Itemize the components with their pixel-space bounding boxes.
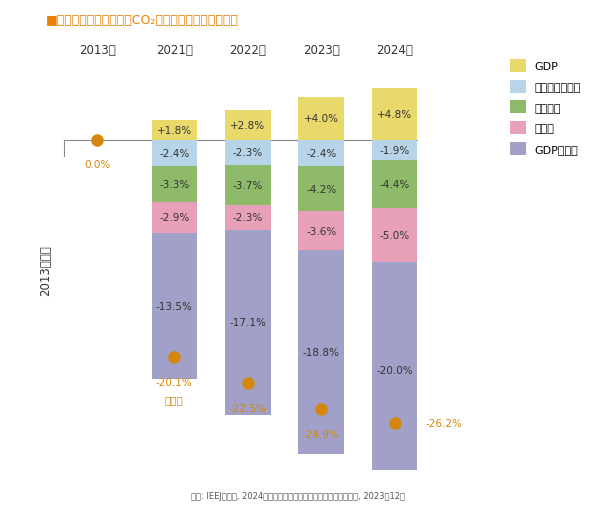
Text: -18.8%: -18.8% [303, 347, 340, 357]
Text: -1.9%: -1.9% [380, 146, 409, 156]
Text: +2.8%: +2.8% [230, 121, 265, 131]
Text: -4.2%: -4.2% [306, 184, 336, 194]
Text: 総変化: 総変化 [165, 394, 184, 405]
Bar [225, 111, 271, 141]
Bar [151, 202, 197, 233]
Bar [299, 251, 344, 453]
Text: +4.8%: +4.8% [377, 110, 412, 120]
Text: 2024年: 2024年 [376, 43, 413, 57]
Text: +4.0%: +4.0% [303, 114, 339, 124]
Text: -5.0%: -5.0% [380, 231, 409, 240]
Bar [372, 161, 417, 209]
Text: -2.3%: -2.3% [232, 213, 263, 223]
Text: -2.3%: -2.3% [232, 148, 263, 158]
Text: -2.9%: -2.9% [159, 213, 190, 223]
Text: -2.4%: -2.4% [306, 148, 336, 159]
Text: -20.0%: -20.0% [376, 366, 413, 376]
Text: -22.5%: -22.5% [229, 403, 266, 413]
Bar [151, 233, 197, 379]
Text: 出典: IEEJ江藤他, 2024年度の日本の経済・エネルギー需給見通し, 2023年12月: 出典: IEEJ江藤他, 2024年度の日本の経済・エネルギー需給見通し, 20… [191, 491, 405, 500]
Bar [299, 141, 344, 167]
Text: -4.4%: -4.4% [380, 180, 409, 190]
Bar [372, 263, 417, 478]
Text: 2013年度比: 2013年度比 [39, 245, 52, 295]
Text: 2022年: 2022年 [229, 43, 266, 57]
Text: 2023年: 2023年 [303, 43, 340, 57]
Text: 0.0%: 0.0% [84, 160, 110, 170]
Bar [372, 209, 417, 263]
Text: -20.1%: -20.1% [156, 377, 193, 387]
Bar [225, 141, 271, 166]
Bar [299, 167, 344, 212]
Text: 2021年: 2021年 [156, 43, 193, 57]
Text: ■日本のエネルギー起源CO₂排出量の変化とその要因: ■日本のエネルギー起源CO₂排出量の変化とその要因 [46, 14, 239, 27]
Text: -24.9%: -24.9% [303, 429, 340, 439]
Bar [225, 206, 271, 230]
Text: -3.6%: -3.6% [306, 226, 336, 236]
Bar [225, 230, 271, 415]
Text: +1.8%: +1.8% [157, 126, 192, 136]
Bar [151, 167, 197, 202]
Bar [299, 212, 344, 251]
Text: 2013年: 2013年 [79, 43, 116, 57]
Bar [372, 141, 417, 161]
Text: -2.4%: -2.4% [159, 148, 190, 159]
Bar [151, 141, 197, 167]
Bar [372, 89, 417, 141]
Text: -3.7%: -3.7% [232, 180, 263, 190]
Legend: GDP, 化石燃料間転換, 再生可能, 原子力, GDP原単位: GDP, 化石燃料間転換, 再生可能, 原子力, GDP原単位 [510, 60, 581, 155]
Bar [151, 121, 197, 141]
Text: -17.1%: -17.1% [229, 318, 266, 328]
Text: -13.5%: -13.5% [156, 301, 193, 311]
Text: -3.3%: -3.3% [159, 179, 190, 189]
Bar [225, 166, 271, 206]
Text: -26.2%: -26.2% [426, 419, 462, 428]
Bar [299, 97, 344, 141]
